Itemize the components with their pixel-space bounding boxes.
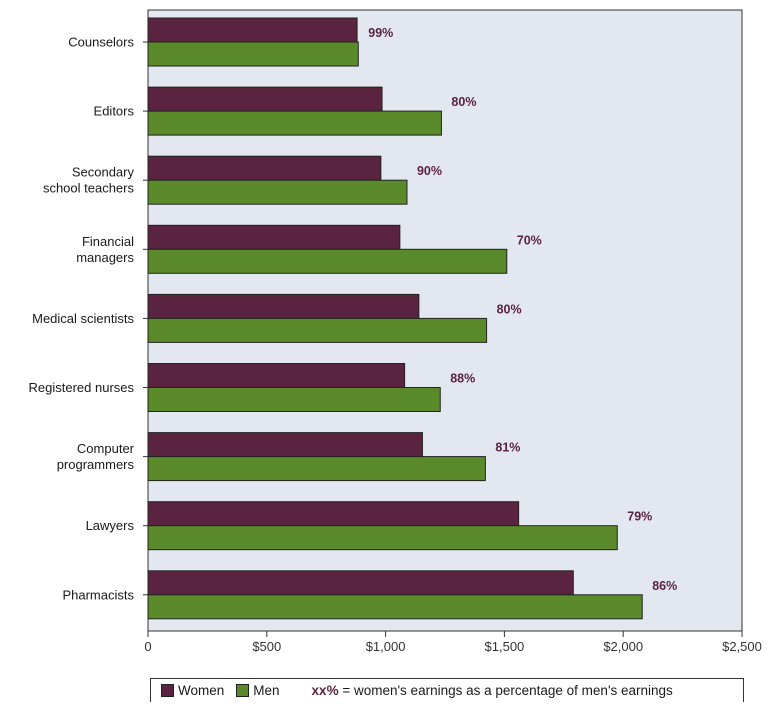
x-tick-label: 0 xyxy=(144,639,151,654)
category-label: school teachers xyxy=(43,181,135,196)
bar-women xyxy=(147,293,420,319)
percent-label: 80% xyxy=(497,302,522,316)
percent-label: 80% xyxy=(451,95,476,109)
percent-labels: 99% 80% 90% 70% 80% 88% 81% 79% 86% xyxy=(368,26,677,593)
bar-women xyxy=(147,363,406,388)
percent-label: 99% xyxy=(368,26,393,40)
percent-label: 86% xyxy=(652,579,677,593)
bar-men xyxy=(147,317,488,343)
legend-swatch-men xyxy=(236,684,250,697)
category-label: Counselors xyxy=(68,35,134,50)
legend-label-women: Women xyxy=(178,683,225,698)
bar-men xyxy=(147,248,508,274)
category-label: Computer xyxy=(77,441,135,456)
bar-men xyxy=(147,594,643,620)
x-tick-label: $500 xyxy=(252,639,281,654)
bar-women xyxy=(147,224,401,250)
legend-item-men: Men xyxy=(236,683,280,698)
category-label: Registered nurses xyxy=(29,380,135,395)
category-label: managers xyxy=(76,250,134,265)
percent-label: 70% xyxy=(517,233,542,247)
legend: Women Men xx% = women's earnings as a pe… xyxy=(150,678,744,702)
bars-group xyxy=(143,17,643,620)
bar-women xyxy=(147,17,358,43)
category-label: Secondary xyxy=(72,165,135,180)
x-tick-label: $1,000 xyxy=(366,639,406,654)
x-tick-label: $2,500 xyxy=(722,639,762,654)
percent-label: 88% xyxy=(450,372,475,386)
legend-swatch-women xyxy=(161,684,174,697)
bar-men xyxy=(147,456,486,482)
bar-women xyxy=(147,155,382,181)
x-tick-label: $1,500 xyxy=(485,639,525,654)
category-label: Medical scientists xyxy=(32,311,134,326)
category-label: Lawyers xyxy=(86,518,135,533)
legend-item-women: Women xyxy=(161,683,224,698)
bar-women xyxy=(147,432,423,458)
percent-label: 81% xyxy=(495,441,520,455)
legend-label-men: Men xyxy=(253,683,280,698)
percent-label: 90% xyxy=(417,164,442,178)
x-tick-label: $2,000 xyxy=(603,639,643,654)
x-axis: 0 $500 $1,000 $1,500 $2,000 $2,500 xyxy=(144,631,762,654)
bar-men xyxy=(147,41,359,67)
legend-note: xx% = women's earnings as a percentage o… xyxy=(312,683,673,698)
bar-men xyxy=(147,387,441,412)
legend-note-text: = women's earnings as a percentage of me… xyxy=(338,683,673,698)
bar-women xyxy=(147,570,574,596)
category-label: Editors xyxy=(94,104,135,119)
category-label: Financial xyxy=(82,234,134,249)
category-label: programmers xyxy=(57,457,135,472)
bar-women xyxy=(147,86,383,112)
bar-women xyxy=(147,501,520,527)
bar-men xyxy=(147,525,618,551)
bar-men xyxy=(147,110,442,136)
percent-label: 79% xyxy=(627,510,652,524)
category-label: Pharmacists xyxy=(62,587,134,602)
legend-note-key: xx% xyxy=(311,683,339,698)
bar-men xyxy=(147,179,408,205)
